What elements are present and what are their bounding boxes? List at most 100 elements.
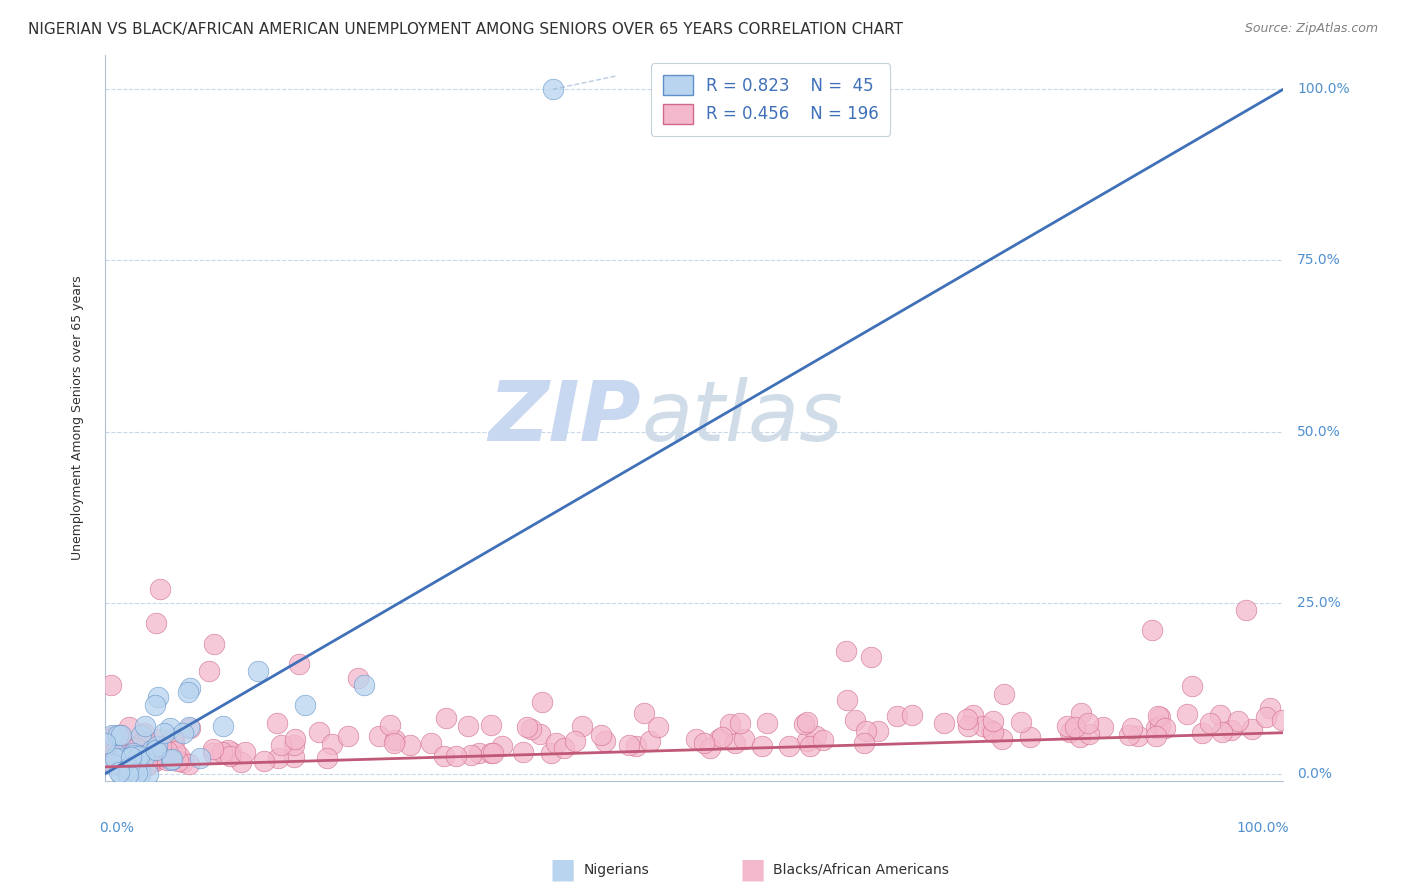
Point <box>1063 720 1085 734</box>
Point <box>1019 730 1042 744</box>
Point <box>107 751 129 765</box>
Point <box>1010 714 1032 729</box>
Point <box>962 707 984 722</box>
Point <box>107 765 129 780</box>
Text: 75.0%: 75.0% <box>1298 253 1341 268</box>
Point <box>1254 710 1277 724</box>
Point <box>176 684 198 698</box>
Point <box>94 749 117 764</box>
Point <box>1147 709 1170 723</box>
Point <box>94 752 117 766</box>
Point <box>1144 729 1167 743</box>
Point <box>491 739 513 754</box>
Point <box>202 746 225 760</box>
Point <box>835 693 858 707</box>
Point <box>540 746 562 760</box>
Point <box>145 739 167 754</box>
Point <box>844 714 866 728</box>
Point <box>219 749 242 764</box>
Point <box>707 731 730 746</box>
Point <box>219 745 242 759</box>
Point <box>104 730 127 744</box>
Point <box>1126 729 1149 743</box>
Point <box>135 736 157 750</box>
Point <box>434 711 457 725</box>
Point <box>179 757 201 772</box>
Point <box>956 712 979 726</box>
Point <box>1181 680 1204 694</box>
Point <box>1059 725 1081 739</box>
Point <box>212 719 235 733</box>
Point <box>141 755 163 769</box>
Point <box>101 746 124 760</box>
Point <box>166 754 188 768</box>
Point <box>288 657 311 672</box>
Point <box>110 766 132 780</box>
Point <box>115 742 138 756</box>
Point <box>160 753 183 767</box>
Point <box>529 727 551 741</box>
Point <box>114 749 136 764</box>
Point <box>564 734 586 748</box>
Point <box>1091 720 1114 734</box>
Point <box>1078 727 1101 741</box>
Point <box>983 725 1005 739</box>
Point <box>1175 707 1198 722</box>
Point <box>932 715 955 730</box>
Point <box>103 739 125 754</box>
Point <box>321 738 343 752</box>
Point <box>188 750 211 764</box>
Point <box>267 751 290 765</box>
Point <box>957 719 980 733</box>
Point <box>460 747 482 762</box>
Point <box>122 748 145 763</box>
Point <box>266 715 288 730</box>
Point <box>96 738 118 752</box>
Point <box>104 743 127 757</box>
Point <box>553 740 575 755</box>
Point <box>283 750 305 764</box>
Point <box>149 732 172 747</box>
Point <box>129 762 152 776</box>
Point <box>163 734 186 748</box>
Point <box>131 734 153 748</box>
Point <box>120 749 142 764</box>
Point <box>638 734 661 748</box>
Point <box>132 746 155 760</box>
Point <box>382 736 405 750</box>
Text: 0.0%: 0.0% <box>1298 767 1333 780</box>
Point <box>591 728 613 742</box>
Point <box>117 758 139 772</box>
Point <box>353 678 375 692</box>
Point <box>156 753 179 767</box>
Point <box>128 747 150 761</box>
Text: ZIP: ZIP <box>488 377 641 458</box>
Point <box>433 749 456 764</box>
Point <box>233 745 256 759</box>
Point <box>419 736 441 750</box>
Point <box>141 753 163 767</box>
Point <box>100 678 122 692</box>
Point <box>172 755 194 769</box>
Text: Source: ZipAtlas.com: Source: ZipAtlas.com <box>1244 22 1378 36</box>
Point <box>993 687 1015 701</box>
Point <box>1070 706 1092 720</box>
Point <box>1077 715 1099 730</box>
Point <box>859 650 882 665</box>
Point <box>115 742 138 756</box>
Point <box>141 751 163 765</box>
Point <box>728 716 751 731</box>
Point <box>796 734 818 748</box>
Point <box>852 736 875 750</box>
Point <box>855 724 877 739</box>
Point <box>105 748 128 763</box>
Point <box>1149 710 1171 724</box>
Point <box>398 738 420 752</box>
Point <box>135 758 157 772</box>
Y-axis label: Unemployment Among Seniors over 65 years: Unemployment Among Seniors over 65 years <box>72 276 84 560</box>
Point <box>111 751 134 765</box>
Point <box>685 732 707 747</box>
Point <box>718 717 741 731</box>
Point <box>201 742 224 756</box>
Point <box>129 766 152 780</box>
